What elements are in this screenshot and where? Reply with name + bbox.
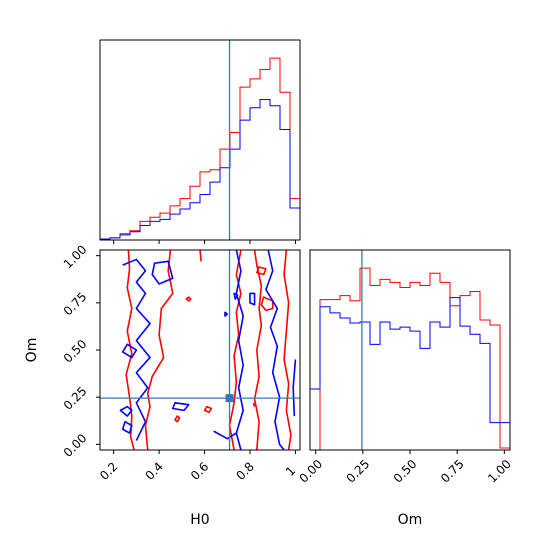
contour-series_2: [213, 430, 237, 440]
contour-series_1: [125, 249, 135, 451]
h0-histogram-series_1-step: [99, 57, 301, 240]
joint-contours: [119, 249, 297, 451]
contour-series_2: [119, 405, 133, 417]
contour-series_1: [256, 266, 267, 276]
h0-histogram-series: [99, 57, 301, 240]
h0-marginal-frame: [99, 39, 301, 241]
om-x-tick-label: 0.25: [344, 457, 373, 486]
contour-series_2: [171, 402, 190, 412]
joint-x-tick-label: 0.6: [188, 459, 211, 482]
contour-series_1: [199, 249, 202, 262]
contour-series_2: [122, 258, 151, 441]
om-marginal-frame: [309, 249, 511, 451]
contour-series_2: [121, 343, 138, 359]
joint-y-tick-label: 0.50: [61, 337, 90, 366]
contour-series_1: [252, 402, 256, 407]
contour-series_2: [233, 292, 239, 300]
joint-y-tick-label: 0.25: [61, 384, 90, 413]
contour-series_2: [121, 420, 133, 434]
contour-series_2: [224, 311, 229, 317]
truth-point-marker: [225, 394, 234, 403]
joint-y-tick-label: 0.75: [61, 290, 90, 319]
h0-marginal-ticks: [113, 240, 296, 244]
joint-x-tick-label: 0.8: [233, 459, 256, 482]
joint-panel: 0.2 0.4 0.6 0.8 10.000.250.500.751.00 H0 Om: [24, 242, 301, 528]
om-marginal-panel: 0.00 0.25 0.50 0.75 1.00 Om: [296, 249, 514, 528]
joint-y-tick-label: 1.00: [61, 242, 90, 271]
contour-series_1: [253, 249, 263, 451]
joint-x-tick-label: 0.4: [143, 459, 166, 482]
joint-truth-lines: [100, 250, 300, 450]
contour-series_2: [292, 359, 297, 417]
contour-series_1: [185, 296, 192, 302]
contour-series_2: [249, 292, 256, 306]
contour-series_2: [265, 249, 285, 451]
x-axis-label-om: Om: [398, 512, 423, 528]
om-marginal-ticks: 0.00 0.25 0.50 0.75 1.00: [296, 450, 514, 486]
contour-series_1: [144, 249, 174, 451]
om-x-tick-label: 1.00: [485, 457, 514, 486]
h0-marginal-panel: [99, 39, 301, 244]
joint-y-tick-label: 0.00: [61, 431, 90, 460]
contour-series_1: [174, 415, 181, 423]
om-x-tick-label: 0.00: [296, 457, 325, 486]
joint-ticks: 0.2 0.4 0.6 0.8 10.000.250.500.751.00: [61, 242, 299, 482]
om-histogram-series_2-step: [309, 297, 511, 450]
contour-series_2: [151, 260, 174, 285]
om-histogram-series_1-step: [310, 267, 511, 451]
contour-series_1: [203, 405, 213, 414]
contour-series_2: [235, 249, 244, 451]
y-axis-label-om: Om: [24, 338, 40, 363]
contour-series_1: [283, 249, 292, 451]
om-histogram-series: [309, 267, 511, 451]
h0-histogram-series_2-step: [99, 99, 301, 240]
om-x-tick-label: 0.50: [391, 457, 420, 486]
joint-frame: [99, 249, 301, 451]
joint-x-tick-label: 0.2: [97, 459, 120, 482]
om-x-tick-label: 0.75: [438, 457, 467, 486]
x-axis-label-h0: H0: [190, 512, 209, 528]
contour-series_1: [260, 296, 274, 312]
